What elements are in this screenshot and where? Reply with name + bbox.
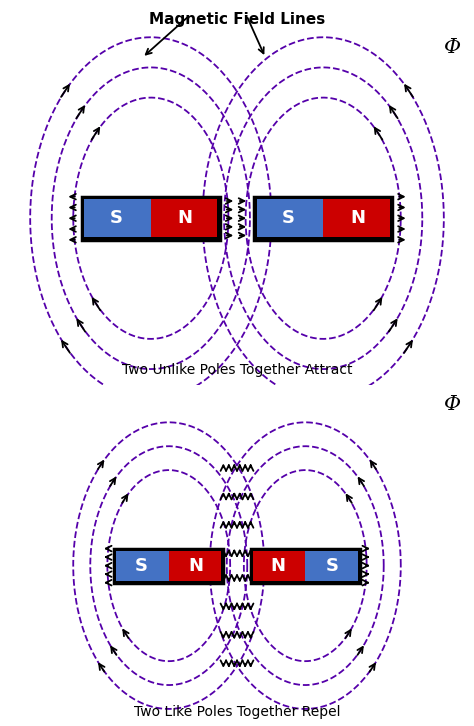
Text: Φ: Φ [443, 38, 460, 57]
Bar [251, 549, 360, 583]
Bar [254, 197, 392, 240]
Bar [323, 199, 390, 237]
Bar [82, 197, 220, 240]
Bar [169, 550, 221, 581]
Bar [253, 550, 305, 581]
Text: S: S [110, 209, 123, 227]
Bar [257, 199, 323, 237]
Text: Two Like Poles Together Repel: Two Like Poles Together Repel [134, 705, 340, 719]
Text: N: N [350, 209, 365, 227]
Text: Two Unlike Poles Together Attract: Two Unlike Poles Together Attract [122, 363, 352, 377]
Text: N: N [178, 209, 193, 227]
Bar [151, 199, 217, 237]
Text: S: S [326, 557, 339, 574]
Text: Φ: Φ [443, 395, 460, 414]
Text: N: N [189, 557, 203, 574]
Text: S: S [135, 557, 148, 574]
Bar [84, 199, 151, 237]
Bar [305, 550, 358, 581]
Text: S: S [282, 209, 295, 227]
Text: N: N [271, 557, 285, 574]
Text: Magnetic Field Lines: Magnetic Field Lines [149, 12, 325, 27]
Bar [114, 549, 223, 583]
Bar [116, 550, 169, 581]
